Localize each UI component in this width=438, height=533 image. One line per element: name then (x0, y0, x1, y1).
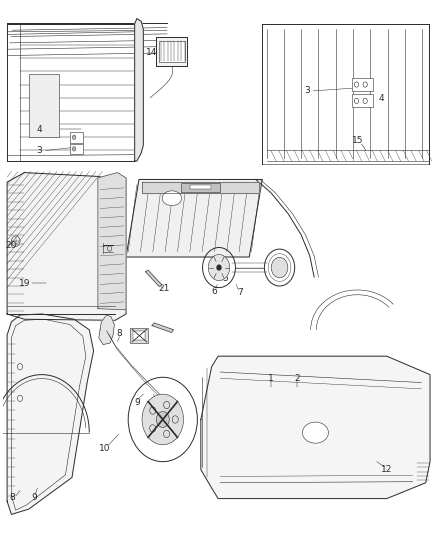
Text: 2: 2 (294, 374, 300, 383)
Polygon shape (98, 173, 126, 310)
Bar (352, 78, 373, 91)
Text: 12: 12 (381, 465, 392, 474)
Text: 9: 9 (135, 398, 141, 407)
Ellipse shape (303, 422, 328, 443)
Polygon shape (152, 323, 173, 333)
Text: 22: 22 (115, 217, 126, 226)
Text: 10: 10 (99, 444, 110, 453)
Bar (29, 74, 59, 138)
Text: 4: 4 (378, 94, 384, 103)
Polygon shape (7, 314, 94, 514)
Text: 9: 9 (31, 493, 37, 502)
Text: 7: 7 (237, 288, 243, 297)
Text: 14: 14 (146, 49, 158, 58)
Bar (131, 328, 148, 343)
Text: 21: 21 (159, 284, 170, 293)
Text: 1: 1 (268, 374, 274, 383)
Bar (352, 94, 373, 107)
Text: 6: 6 (211, 287, 217, 296)
Text: 19: 19 (19, 279, 30, 288)
Polygon shape (145, 270, 162, 287)
Polygon shape (7, 173, 126, 320)
Text: 18: 18 (115, 258, 126, 267)
Circle shape (156, 411, 169, 427)
Text: 4: 4 (37, 125, 42, 134)
Text: 15: 15 (352, 136, 363, 146)
Text: 11: 11 (152, 398, 163, 407)
Text: 17: 17 (115, 245, 126, 254)
Bar (70, 132, 83, 142)
Polygon shape (99, 315, 114, 344)
Polygon shape (134, 19, 143, 161)
Bar (181, 183, 220, 191)
Text: 3: 3 (305, 86, 311, 95)
Text: 3: 3 (37, 146, 42, 155)
Circle shape (208, 255, 230, 280)
Circle shape (271, 257, 288, 278)
Bar (156, 37, 187, 66)
Text: 8: 8 (9, 493, 15, 502)
Text: 13: 13 (106, 204, 117, 213)
Text: 20: 20 (6, 241, 17, 250)
Circle shape (142, 394, 184, 445)
Polygon shape (142, 182, 259, 192)
Ellipse shape (162, 191, 182, 206)
Bar (159, 41, 185, 62)
Polygon shape (201, 356, 430, 498)
Text: 5: 5 (223, 273, 228, 282)
Circle shape (217, 265, 221, 270)
Polygon shape (126, 180, 262, 257)
Text: 16: 16 (115, 231, 126, 240)
Bar (190, 185, 212, 190)
Bar (70, 143, 83, 154)
Text: 8: 8 (117, 329, 122, 338)
Bar (133, 331, 145, 341)
